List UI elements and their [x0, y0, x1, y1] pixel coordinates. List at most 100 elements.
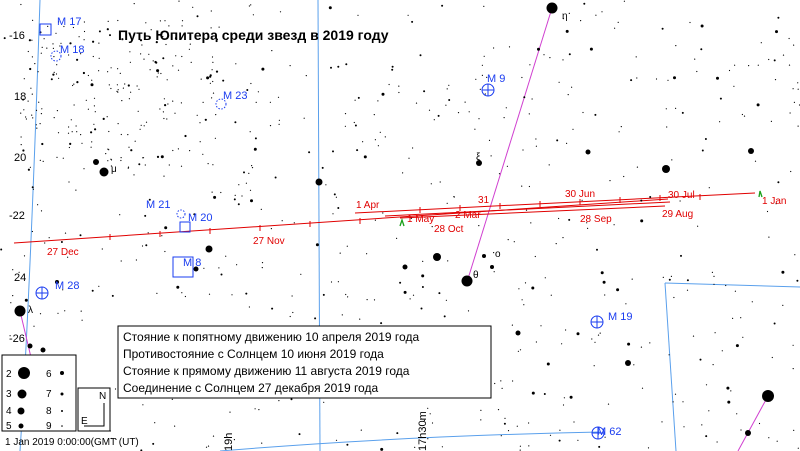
background-star — [204, 118, 207, 121]
background-star — [704, 138, 707, 140]
path-ticks — [109, 194, 701, 240]
mag-label-9: 9 — [46, 421, 52, 432]
background-star — [87, 74, 89, 77]
background-star — [189, 150, 191, 152]
background-star — [156, 76, 158, 78]
background-star — [410, 217, 412, 219]
background-star — [174, 37, 178, 40]
background-star — [236, 264, 238, 266]
label-mu: μ — [111, 164, 117, 175]
star-large-5 — [93, 159, 99, 165]
background-star — [692, 335, 695, 337]
background-star — [59, 45, 61, 47]
compass: N E — [77, 387, 111, 432]
background-star — [508, 46, 511, 48]
background-star — [31, 39, 33, 41]
background-star — [145, 244, 148, 247]
background-star — [582, 111, 584, 114]
background-star — [534, 255, 536, 258]
background-star — [38, 101, 40, 103]
background-star — [573, 421, 575, 423]
background-star — [119, 72, 121, 74]
background-star — [12, 295, 14, 297]
background-star — [241, 195, 243, 197]
background-star — [129, 51, 131, 53]
star-lambda — [14, 305, 26, 317]
background-star — [30, 87, 32, 89]
background-star — [777, 16, 780, 19]
background-star — [222, 79, 225, 82]
background-star — [138, 163, 141, 166]
background-star — [200, 78, 202, 80]
background-star — [164, 226, 168, 230]
background-star — [76, 58, 79, 61]
background-star — [12, 269, 14, 271]
background-star — [60, 42, 62, 44]
background-star — [80, 310, 82, 312]
background-star — [640, 199, 643, 202]
background-star — [493, 271, 495, 273]
background-star — [775, 203, 777, 205]
background-star — [250, 199, 253, 203]
background-star — [210, 27, 212, 29]
background-star — [129, 61, 131, 63]
date-27-dec: 27 Dec — [47, 247, 79, 258]
background-star — [625, 303, 627, 305]
star-large-1 — [315, 178, 323, 186]
background-star — [271, 50, 273, 52]
background-star — [674, 393, 677, 395]
background-star — [57, 312, 59, 314]
background-star — [35, 109, 38, 111]
background-star — [160, 155, 164, 159]
background-star — [423, 419, 425, 421]
dec-label-16: -16 — [9, 30, 25, 42]
background-star — [797, 447, 799, 449]
background-star — [31, 114, 33, 116]
background-star — [402, 172, 404, 174]
background-star — [110, 158, 112, 160]
background-star — [768, 437, 770, 439]
background-star — [196, 114, 198, 116]
background-star — [81, 319, 83, 321]
background-star — [412, 147, 414, 149]
star-ae — [762, 390, 774, 402]
background-star — [716, 441, 718, 443]
background-star — [623, 0, 626, 2]
background-star — [93, 97, 96, 99]
background-star — [519, 445, 522, 447]
background-star — [212, 435, 215, 437]
background-star — [162, 111, 164, 113]
background-star — [178, 0, 180, 2]
background-star — [27, 168, 30, 171]
background-star — [421, 286, 424, 288]
dec-label-18: 18 — [14, 91, 26, 103]
timestamp: 1 Jan 2019 0:00:00(GMT (UT) — [5, 437, 139, 448]
background-star — [337, 65, 340, 68]
background-star — [438, 292, 441, 295]
background-star — [167, 103, 169, 105]
background-star — [671, 159, 673, 161]
background-star — [673, 76, 676, 80]
compass-east: E — [81, 416, 88, 427]
background-star — [500, 380, 502, 382]
background-star — [56, 110, 59, 112]
background-star — [649, 196, 652, 198]
background-star — [721, 350, 723, 352]
star-medium-9 — [515, 330, 521, 336]
label-m23: M 23 — [223, 90, 247, 102]
background-star — [587, 227, 589, 229]
background-star — [144, 164, 146, 166]
background-star — [576, 332, 580, 336]
background-star — [321, 166, 324, 169]
background-star — [788, 37, 790, 40]
background-star — [181, 55, 183, 58]
background-star — [500, 435, 502, 437]
star-large-4 — [205, 245, 213, 253]
background-star — [314, 317, 317, 320]
background-star — [793, 101, 796, 103]
background-star — [192, 6, 194, 8]
background-star — [531, 98, 533, 100]
background-star — [31, 56, 33, 58]
background-star — [701, 149, 704, 152]
background-star — [630, 79, 633, 82]
